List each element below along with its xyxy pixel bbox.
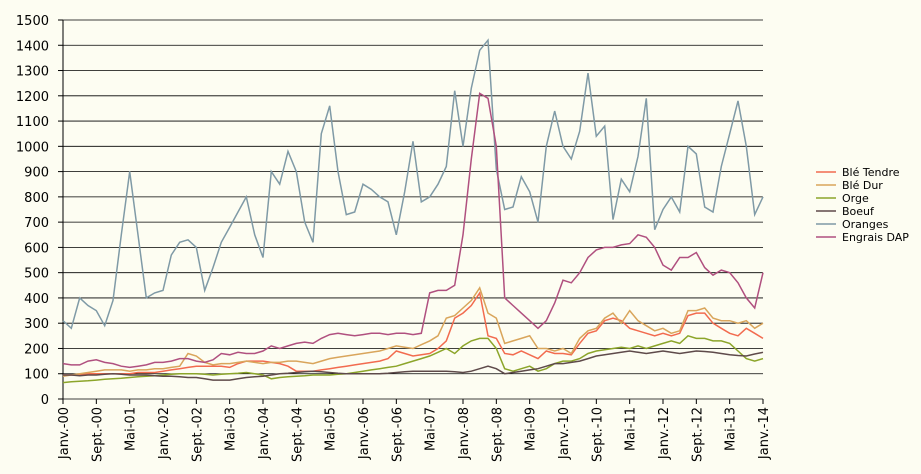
x-tick-label: Sept.-06: [390, 407, 405, 462]
x-tick-label: Sept.-08: [490, 407, 505, 462]
x-tick-label: Janv.-04: [257, 407, 272, 460]
legend-label: Oranges: [842, 218, 889, 231]
x-tick-label: Sept.-04: [290, 407, 305, 462]
series-line: [62, 334, 764, 384]
x-tick-label: Janv.-14: [757, 407, 772, 460]
x-tick-label: Mai-07: [424, 407, 439, 451]
legend-label: Boeuf: [842, 205, 875, 218]
y-tick-label: 1400: [16, 39, 49, 54]
x-tick-label: Janv.-00: [57, 407, 72, 460]
x-tick-label: Janv.-06: [357, 407, 372, 460]
x-tick-label: Sept.-00: [90, 407, 105, 462]
series-line: [63, 290, 764, 376]
legend-label: Blé Dur: [842, 179, 883, 192]
x-tick-label: Janv.-02: [157, 407, 172, 460]
x-tick-label: Sept.-12: [690, 407, 705, 462]
x-tick-label: Janv.-10: [557, 407, 572, 460]
y-tick-label: 100: [24, 368, 49, 383]
series-line: [62, 286, 764, 378]
x-tick-label: Mai-03: [224, 407, 239, 451]
x-tick-label: Janv.-08: [457, 407, 472, 460]
y-tick-label: 0: [41, 393, 49, 408]
x-tick-label: Janv.-12: [657, 407, 672, 460]
y-tick-label: 1300: [16, 65, 49, 80]
x-tick-label: Sept.-10: [590, 407, 605, 462]
y-tick-label: 1200: [16, 90, 49, 105]
legend-label: Orge: [842, 192, 869, 205]
legend-label: Engrais DAP: [842, 231, 909, 244]
x-tick-label: Mai-05: [324, 407, 339, 451]
y-tick-label: 400: [24, 292, 49, 307]
y-tick-label: 1000: [16, 140, 49, 155]
x-tick-label: Mai-09: [524, 407, 539, 451]
series-line: [63, 350, 764, 381]
y-tick-label: 1500: [16, 14, 49, 29]
x-tick-label: Mai-11: [624, 407, 639, 451]
y-tick-label: 200: [24, 342, 49, 357]
y-tick-label: 900: [24, 166, 49, 181]
x-tick-label: Sept.-02: [190, 407, 205, 462]
y-tick-label: 1100: [16, 115, 49, 130]
y-tick-label: 600: [24, 241, 49, 256]
legend-label: Blé Tendre: [842, 166, 900, 179]
y-tick-label: 500: [24, 267, 49, 282]
y-tick-label: 700: [24, 216, 49, 231]
x-tick-label: Mai-01: [124, 407, 139, 451]
y-tick-label: 800: [24, 191, 49, 206]
y-tick-label: 300: [24, 317, 49, 332]
series-line: [62, 38, 764, 330]
series-line: [62, 92, 764, 369]
x-tick-label: Mai-13: [724, 407, 739, 451]
